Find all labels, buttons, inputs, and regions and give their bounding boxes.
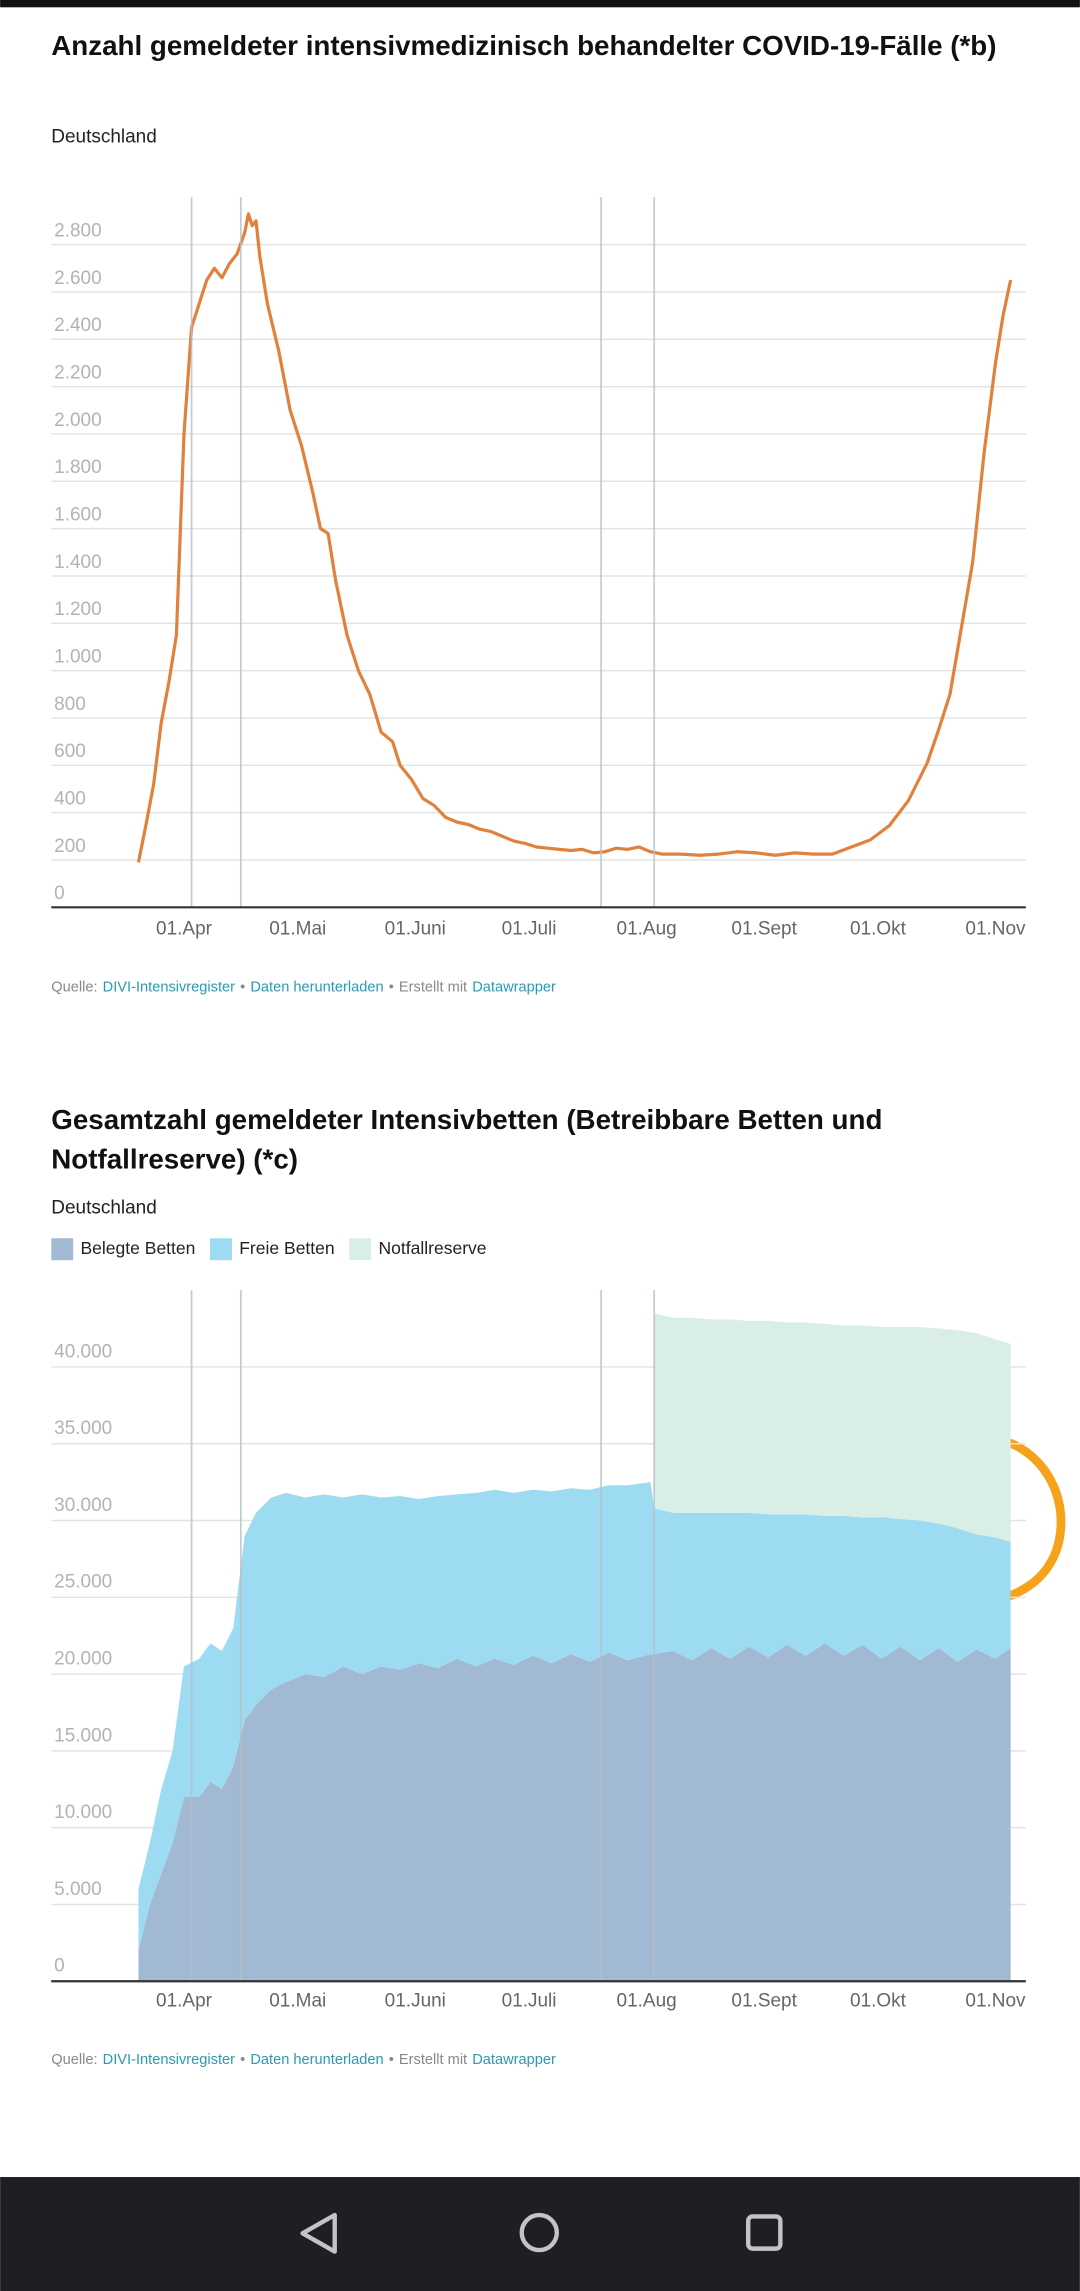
y-tick-label: 1.200 xyxy=(54,599,102,620)
credit-label: Erstellt mit xyxy=(399,980,467,996)
tool-link[interactable]: Datawrapper xyxy=(472,980,556,996)
separator: • xyxy=(240,980,245,996)
download-link[interactable]: Daten herunterladen xyxy=(250,2052,383,2068)
status-bar xyxy=(0,0,1080,8)
title-line: Gesamtzahl gemeldeter Intensivbetten (Be… xyxy=(51,1104,890,1135)
legend-label: Belegte Betten xyxy=(80,1238,195,1258)
x-tick-label: 01.Sept xyxy=(731,918,797,939)
separator: • xyxy=(389,980,394,996)
x-tick-label: 01.Okt xyxy=(850,918,907,939)
download-link[interactable]: Daten herunterladen xyxy=(250,980,383,996)
legend-label: Freie Betten xyxy=(239,1238,334,1258)
title-line: Anzahl gemeldeter intensivmedizinisch be… xyxy=(51,31,996,62)
chart-subtitle: Deutschland xyxy=(51,126,157,147)
y-tick-label: 2.600 xyxy=(54,268,102,289)
y-tick-label: 600 xyxy=(54,741,86,762)
source-line: Quelle: DIVI-Intensivregister • Daten herun… xyxy=(51,980,556,996)
legend-swatch xyxy=(51,1238,74,1261)
y-tick-label: 1.000 xyxy=(54,647,102,668)
y-tick-label: 1.800 xyxy=(54,457,102,478)
nav-back[interactable] xyxy=(300,2212,337,2254)
y-tick-label: 1.400 xyxy=(54,552,102,573)
y-tick-label: 2.400 xyxy=(54,315,102,336)
x-tick-label: 01.Nov xyxy=(965,1991,1026,2012)
y-tick-label: 10.000 xyxy=(54,1802,112,1823)
x-tick-label: 01.Sept xyxy=(731,1991,797,2012)
y-tick-label: 20.000 xyxy=(54,1648,112,1669)
x-tick-label: 01.Aug xyxy=(617,918,677,939)
area xyxy=(654,1313,1011,1543)
y-tick-label: 200 xyxy=(54,836,86,857)
tool-link[interactable]: Datawrapper xyxy=(472,2052,556,2068)
x-tick-label: 01.Juli xyxy=(502,918,557,939)
x-tick-label: 01.Apr xyxy=(156,1991,212,2012)
source-link[interactable]: DIVI-Intensivregister xyxy=(103,2052,235,2068)
x-tick-label: 01.Juli xyxy=(502,1991,557,2012)
credit-label: Erstellt mit xyxy=(399,2052,467,2068)
nav-bar xyxy=(0,2177,1080,2291)
y-tick-label: 35.000 xyxy=(54,1418,112,1439)
separator: • xyxy=(389,2052,394,2068)
x-tick-label: 01.Nov xyxy=(965,918,1026,939)
y-tick-label: 2.200 xyxy=(54,362,102,383)
data-line xyxy=(136,212,1013,863)
chart-title: Anzahl gemeldeter intensivmedizinisch be… xyxy=(51,31,996,62)
source-link[interactable]: DIVI-Intensivregister xyxy=(103,980,235,996)
y-tick-label: 15.000 xyxy=(54,1725,112,1746)
source-label: Quelle: xyxy=(51,2052,97,2068)
y-tick-label: 0 xyxy=(54,883,65,904)
y-tick-label: 25.000 xyxy=(54,1572,112,1593)
y-tick-label: 40.000 xyxy=(54,1341,112,1362)
x-tick-label: 01.Mai xyxy=(269,918,326,939)
y-tick-label: 2.000 xyxy=(54,410,102,431)
area xyxy=(138,1482,1011,1951)
source-line: Quelle: DIVI-Intensivregister • Daten herun… xyxy=(51,2052,556,2068)
x-tick-label: 01.Juni xyxy=(385,918,446,939)
source-label: Quelle: xyxy=(51,980,97,996)
x-tick-label: 01.Mai xyxy=(269,1991,326,2012)
legend-label: Notfallreserve xyxy=(378,1238,486,1258)
area xyxy=(138,1643,1011,1982)
x-tick-label: 01.Okt xyxy=(850,1991,907,2012)
y-tick-label: 400 xyxy=(54,789,86,810)
x-tick-label: 01.Apr xyxy=(156,918,212,939)
chart-subtitle: Deutschland xyxy=(51,1197,157,1218)
y-tick-label: 5.000 xyxy=(54,1879,102,1900)
y-tick-label: 2.800 xyxy=(54,220,102,241)
chart-title: Gesamtzahl gemeldeter Intensivbetten (Be… xyxy=(51,1104,890,1174)
nav-home[interactable] xyxy=(519,2212,559,2253)
legend-swatch xyxy=(210,1238,232,1261)
nav-recents[interactable] xyxy=(746,2214,783,2251)
x-tick-label: 01.Aug xyxy=(617,1991,677,2012)
x-tick-label: 01.Juni xyxy=(385,1991,446,2012)
y-tick-label: 0 xyxy=(54,1956,65,1977)
y-tick-label: 30.000 xyxy=(54,1495,112,1516)
title-line: Notfallreserve) (*c) xyxy=(51,1144,298,1175)
y-tick-label: 800 xyxy=(54,694,86,715)
separator: • xyxy=(240,2052,245,2068)
y-tick-label: 1.600 xyxy=(54,504,102,525)
legend-swatch xyxy=(349,1238,372,1261)
